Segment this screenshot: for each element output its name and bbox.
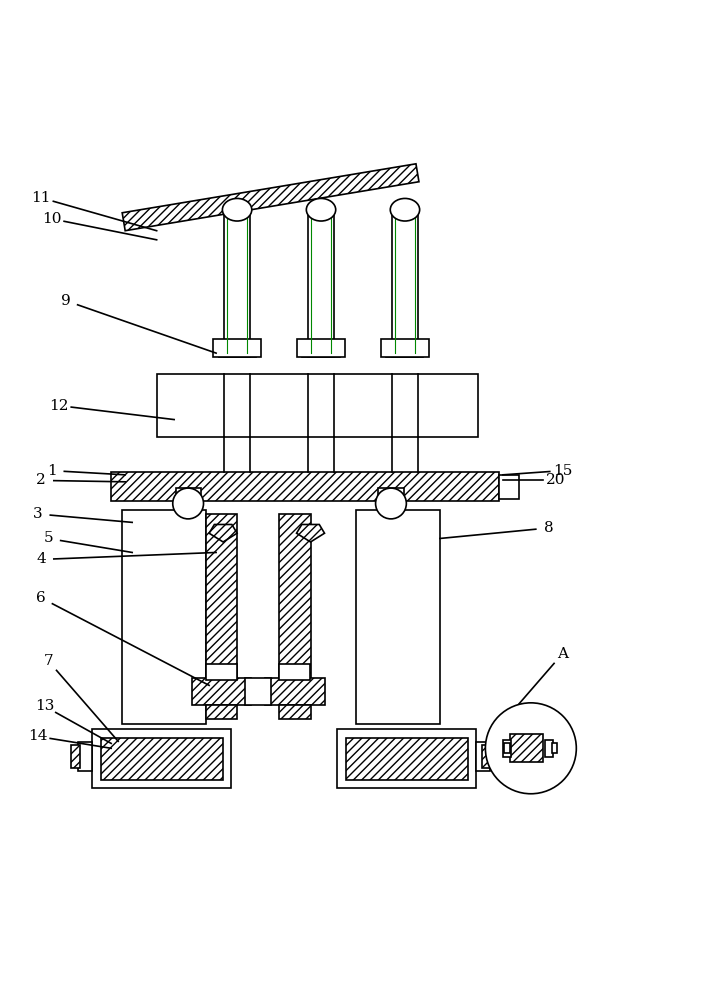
Bar: [379, 488, 403, 501]
Bar: [337, 729, 477, 788]
Bar: [92, 729, 231, 788]
Circle shape: [486, 703, 576, 794]
Text: 9: 9: [61, 294, 70, 308]
Text: 15: 15: [553, 464, 572, 478]
Bar: [482, 745, 490, 768]
Polygon shape: [297, 524, 324, 542]
Bar: [219, 350, 256, 357]
Bar: [302, 350, 340, 357]
Bar: [381, 339, 429, 357]
Bar: [265, 678, 324, 705]
Bar: [392, 210, 418, 357]
Text: 8: 8: [544, 521, 553, 535]
Bar: [245, 678, 271, 705]
Bar: [545, 740, 553, 757]
Bar: [111, 472, 499, 501]
Bar: [504, 743, 510, 753]
Text: 12: 12: [49, 399, 68, 413]
Text: 4: 4: [37, 552, 46, 566]
Bar: [345, 738, 468, 780]
Text: 2: 2: [37, 473, 46, 487]
Polygon shape: [122, 164, 419, 231]
Text: 20: 20: [546, 473, 565, 487]
Circle shape: [376, 488, 406, 519]
Text: 3: 3: [33, 507, 42, 521]
Bar: [101, 738, 223, 780]
Bar: [308, 210, 334, 357]
Ellipse shape: [307, 198, 336, 221]
Text: 6: 6: [37, 591, 46, 605]
Bar: [176, 488, 201, 501]
Bar: [503, 740, 511, 757]
Bar: [552, 743, 558, 753]
Polygon shape: [209, 524, 237, 542]
Text: 13: 13: [35, 699, 54, 713]
Bar: [510, 734, 544, 762]
Text: 11: 11: [32, 191, 51, 205]
Bar: [214, 339, 261, 357]
Bar: [71, 745, 80, 768]
Bar: [279, 514, 310, 678]
Text: 14: 14: [28, 729, 47, 743]
Text: 1: 1: [47, 464, 56, 478]
Bar: [206, 664, 237, 680]
Bar: [386, 350, 424, 357]
Bar: [122, 510, 206, 724]
Bar: [223, 210, 250, 357]
Circle shape: [173, 488, 204, 519]
Bar: [477, 742, 490, 771]
Bar: [356, 510, 440, 724]
Text: 7: 7: [44, 654, 53, 668]
Bar: [499, 475, 519, 499]
Text: 10: 10: [42, 212, 61, 226]
Ellipse shape: [222, 198, 252, 221]
Text: A: A: [557, 647, 568, 661]
Bar: [192, 678, 251, 705]
Text: 5: 5: [44, 531, 53, 545]
Bar: [279, 664, 310, 680]
Ellipse shape: [391, 198, 419, 221]
Bar: [78, 742, 92, 771]
Bar: [206, 514, 237, 678]
Bar: [298, 339, 345, 357]
Bar: [157, 374, 479, 437]
Bar: [279, 705, 310, 719]
Bar: [206, 705, 237, 719]
